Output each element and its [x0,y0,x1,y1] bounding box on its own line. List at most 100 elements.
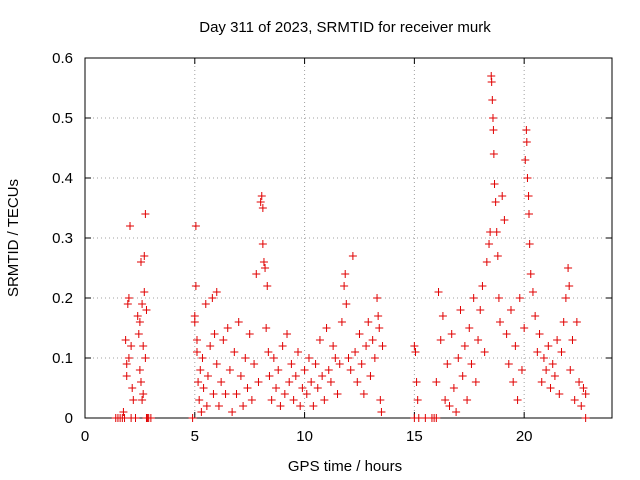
data-point [521,156,530,164]
data-point [123,300,132,308]
data-points [111,72,590,422]
data-point [485,240,494,248]
x-tick-label: 5 [191,428,199,445]
data-point [201,300,210,308]
data-point [542,366,551,374]
data-point [564,264,573,272]
data-point [528,288,537,296]
data-point [138,300,147,308]
data-point [133,312,142,320]
data-point [509,378,518,386]
data-point [272,384,281,392]
data-point [190,312,199,320]
data-point [476,306,485,314]
data-point [342,300,351,308]
chart-title: Day 311 of 2023, SRMTID for receiver mur… [199,19,491,36]
data-point [262,324,271,332]
data-point [241,354,250,362]
data-point [140,288,149,296]
data-point [263,282,272,290]
y-tick-label: 0.1 [52,350,73,367]
data-point [565,282,574,290]
y-tick-label: 0.5 [52,110,73,127]
data-point [438,312,447,320]
data-point [487,78,496,86]
data-point [488,96,497,104]
data-point [376,396,385,404]
data-point [134,330,143,338]
data-point [489,126,498,134]
data-point [515,294,524,302]
data-point [493,252,502,260]
data-point [469,294,478,302]
data-point [353,378,362,386]
data-point [258,240,267,248]
data-point [482,258,491,266]
data-point [245,330,254,338]
data-point [289,396,298,404]
data-point [572,318,581,326]
data-point [264,348,273,356]
x-tick-label: 20 [516,428,533,445]
data-point [491,198,500,206]
data-point [239,402,248,410]
data-point [276,402,285,410]
data-point [129,396,138,404]
data-point [522,138,531,146]
data-point [546,384,555,392]
data-point [370,354,379,362]
data-point [196,366,205,374]
data-point [285,378,294,386]
data-point [355,330,364,338]
data-point [445,402,454,410]
data-point [411,348,420,356]
data-point [298,384,307,392]
data-point [581,414,590,422]
data-point [291,372,300,380]
data-point [436,336,445,344]
data-point [522,126,531,134]
data-point [212,288,221,296]
data-point [362,342,371,350]
x-axis-label: GPS time / hours [288,458,402,475]
data-point [432,414,441,422]
data-point [524,192,533,200]
data-point [139,390,148,398]
plot-frame [84,57,613,419]
data-point [280,390,289,398]
data-point [449,384,458,392]
data-point [566,366,575,374]
data-point [250,360,259,368]
data-point [232,390,241,398]
data-point [348,252,357,260]
data-point [265,372,274,380]
data-point [287,360,296,368]
data-point [234,318,243,326]
data-point [548,360,557,368]
data-point [340,282,349,290]
data-point [524,210,533,218]
x-tick-label: 15 [406,428,423,445]
data-point [500,216,509,224]
x-tick-label: 10 [296,428,313,445]
data-point [256,198,265,206]
data-point [533,348,542,356]
data-point [199,384,208,392]
data-point [141,354,150,362]
data-point [366,372,375,380]
axis-ticks: 0 5 10 15 20 0 0.1 0.2 0.3 0.4 0.5 0.6 [52,50,612,445]
data-point [561,294,570,302]
data-point [191,282,200,290]
data-point [488,114,497,122]
data-point [313,384,322,392]
data-point [443,360,452,368]
data-point [520,324,529,332]
data-point [124,354,133,362]
data-point [447,330,456,338]
data-point [146,414,155,422]
data-point [539,354,548,362]
data-point [274,366,283,374]
data-point [208,294,217,302]
data-point [135,366,144,374]
data-point [141,210,150,218]
